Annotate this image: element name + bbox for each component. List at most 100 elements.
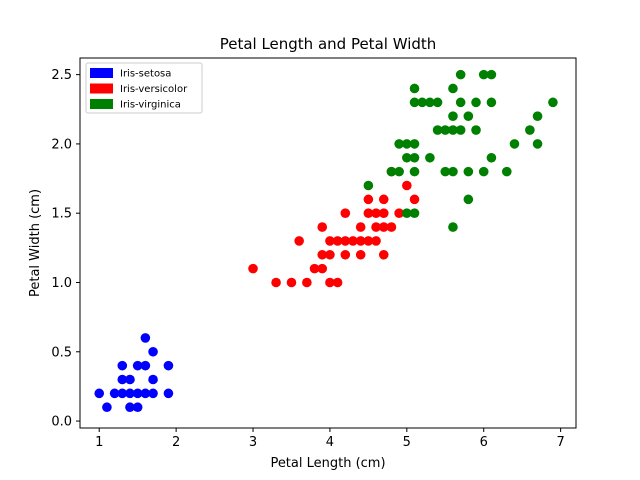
point-iris-virginica xyxy=(448,125,458,135)
point-iris-versicolor xyxy=(340,208,351,219)
point-iris-virginica xyxy=(463,111,474,122)
x-tick-label: 7 xyxy=(556,435,564,450)
point-iris-versicolor xyxy=(371,208,381,219)
point-iris-virginica xyxy=(425,97,435,108)
point-iris-virginica xyxy=(386,166,397,177)
point-iris-virginica xyxy=(448,111,458,122)
point-iris-setosa xyxy=(148,388,158,399)
point-iris-virginica xyxy=(440,166,451,177)
y-tick-label: 0.5 xyxy=(51,345,72,360)
point-iris-virginica xyxy=(448,222,458,232)
point-iris-versicolor xyxy=(271,277,281,288)
point-iris-virginica xyxy=(432,97,443,108)
point-iris-virginica xyxy=(478,166,489,177)
point-iris-setosa xyxy=(125,388,135,399)
plot-area xyxy=(79,57,577,429)
point-iris-setosa xyxy=(102,402,112,413)
point-iris-setosa xyxy=(117,374,128,385)
point-iris-setosa xyxy=(148,374,158,385)
point-iris-versicolor xyxy=(325,277,335,288)
point-iris-versicolor xyxy=(363,194,374,205)
point-iris-versicolor xyxy=(402,180,412,191)
legend-swatch-iris-virginica xyxy=(90,99,113,109)
point-iris-virginica xyxy=(455,125,466,135)
legend: Iris-setosa Iris-versicolor Iris-virginica xyxy=(85,62,203,114)
point-iris-versicolor xyxy=(348,236,358,246)
y-tick-label: 2.0 xyxy=(51,137,72,152)
point-iris-versicolor xyxy=(248,263,258,274)
point-iris-setosa xyxy=(125,402,135,413)
point-iris-virginica xyxy=(471,97,481,108)
point-iris-versicolor xyxy=(355,222,366,232)
point-iris-virginica xyxy=(402,139,412,149)
point-iris-versicolor xyxy=(394,208,404,219)
point-iris-virginica xyxy=(471,125,481,135)
legend-swatch-iris-versicolor xyxy=(90,83,113,94)
point-iris-virginica xyxy=(478,69,489,80)
point-iris-virginica xyxy=(394,166,404,177)
x-tick-label: 5 xyxy=(403,435,411,450)
point-iris-setosa xyxy=(132,360,143,371)
point-iris-setosa xyxy=(140,333,151,343)
x-tick-label: 2 xyxy=(172,435,180,450)
point-iris-versicolor xyxy=(355,236,366,246)
point-iris-versicolor xyxy=(378,194,389,205)
x-tick-label: 6 xyxy=(480,435,488,450)
x-axis-title: Petal Length (cm) xyxy=(270,456,385,471)
point-iris-virginica xyxy=(409,152,420,163)
point-iris-virginica xyxy=(525,125,535,135)
point-iris-virginica xyxy=(532,111,543,122)
point-iris-versicolor xyxy=(302,277,312,288)
point-iris-versicolor xyxy=(378,222,389,232)
point-iris-versicolor xyxy=(340,236,351,246)
point-iris-virginica xyxy=(409,208,420,219)
point-iris-virginica xyxy=(363,180,374,191)
point-iris-versicolor xyxy=(332,236,343,246)
legend-label-iris-setosa: Iris-setosa xyxy=(120,69,171,80)
point-iris-virginica xyxy=(448,83,458,94)
y-tick-label: 2.5 xyxy=(51,68,72,83)
point-iris-virginica xyxy=(402,208,412,219)
point-iris-versicolor xyxy=(309,263,320,274)
legend-label-iris-versicolor: Iris-versicolor xyxy=(120,84,188,95)
point-iris-virginica xyxy=(409,83,420,94)
point-iris-virginica xyxy=(486,97,497,108)
point-iris-virginica xyxy=(409,139,420,149)
point-iris-versicolor xyxy=(340,249,351,260)
y-axis: 0.0 0.5 1.0 1.5 2.0 2.5 xyxy=(51,68,80,430)
point-iris-versicolor xyxy=(378,249,389,260)
point-iris-virginica xyxy=(394,139,404,149)
y-tick-label: 0.0 xyxy=(51,415,72,430)
point-iris-setosa xyxy=(140,360,151,371)
point-iris-virginica xyxy=(402,152,412,163)
point-iris-virginica xyxy=(440,125,451,135)
point-iris-setosa xyxy=(148,346,158,357)
point-iris-virginica xyxy=(425,152,435,163)
point-iris-virginica xyxy=(463,166,474,177)
point-iris-virginica xyxy=(455,69,466,80)
y-axis-title: Petal Width (cm) xyxy=(28,189,43,297)
point-iris-versicolor xyxy=(317,249,328,260)
point-iris-setosa xyxy=(125,374,135,385)
point-iris-setosa xyxy=(132,388,143,399)
point-iris-versicolor xyxy=(409,194,420,205)
point-iris-virginica xyxy=(448,166,458,177)
point-iris-setosa xyxy=(163,360,174,371)
data-points xyxy=(94,69,558,413)
point-iris-versicolor xyxy=(286,277,297,288)
x-tick-label: 1 xyxy=(95,435,103,450)
point-iris-versicolor xyxy=(378,208,389,219)
point-iris-setosa xyxy=(117,360,128,371)
point-iris-setosa xyxy=(132,402,143,413)
point-iris-versicolor xyxy=(294,236,304,246)
point-iris-virginica xyxy=(455,97,466,108)
point-iris-virginica xyxy=(486,152,497,163)
point-iris-versicolor xyxy=(363,236,374,246)
point-iris-virginica xyxy=(548,97,558,108)
point-iris-setosa xyxy=(140,388,151,399)
point-iris-virginica xyxy=(432,125,443,135)
point-iris-versicolor xyxy=(317,222,328,232)
point-iris-setosa xyxy=(117,388,128,399)
legend-swatch-iris-setosa xyxy=(90,68,113,78)
point-iris-versicolor xyxy=(325,249,335,260)
